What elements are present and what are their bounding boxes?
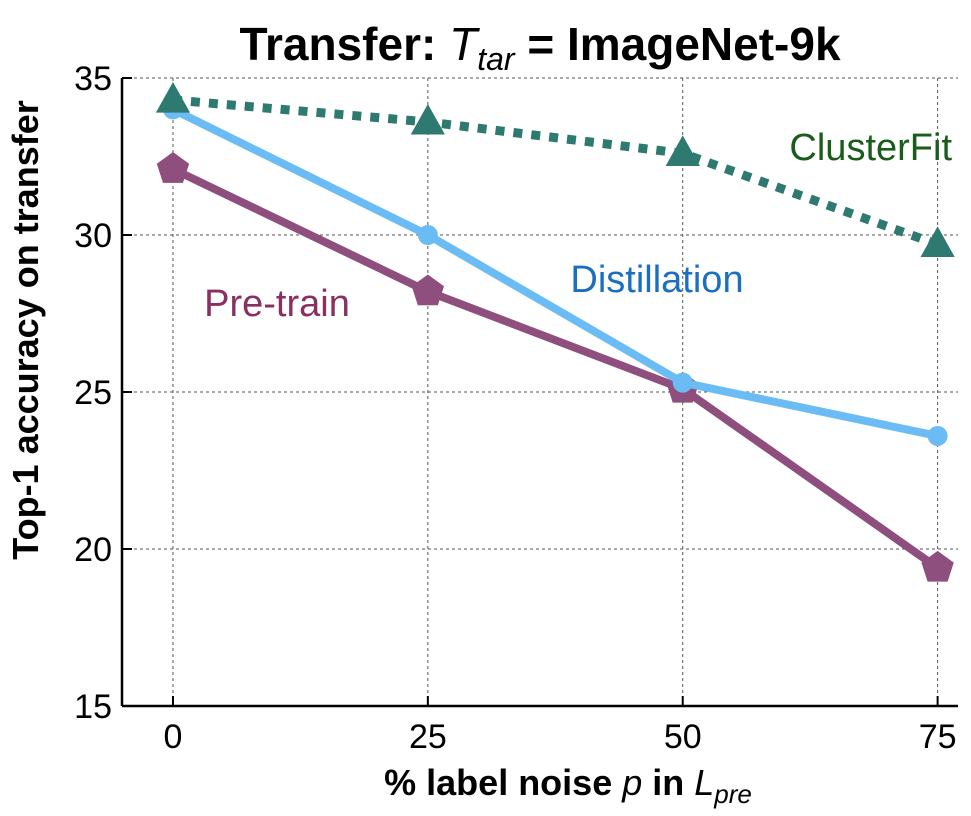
data-point-distillation bbox=[672, 372, 693, 393]
data-point-distillation bbox=[927, 425, 948, 446]
series-pre-train bbox=[156, 152, 954, 582]
y-axis-label: Top-1 accuracy on transfer bbox=[5, 100, 46, 559]
data-point-distillation bbox=[417, 225, 438, 245]
y-tick-label: 20 bbox=[74, 531, 112, 569]
chart-title: Transfer: Ttar = ImageNet-9k bbox=[239, 18, 840, 77]
series-labels: Pre-train Distillation ClusterFit bbox=[204, 127, 952, 325]
chart-title-prefix: Transfer: bbox=[239, 18, 449, 70]
x-axis-label-var: p bbox=[621, 762, 642, 803]
y-tick-label: 25 bbox=[74, 374, 112, 412]
data-point-clusterfit bbox=[665, 135, 700, 166]
data-point-clusterfit bbox=[155, 81, 191, 113]
chart-title-var: T bbox=[449, 18, 480, 70]
data-point-pre-train bbox=[921, 550, 954, 582]
series-clusterfit bbox=[155, 81, 955, 258]
series-label-pre-train: Pre-train bbox=[204, 283, 350, 325]
data-point-clusterfit bbox=[920, 226, 955, 258]
series-line-pre-train bbox=[171, 165, 940, 572]
x-tick-label: 25 bbox=[409, 718, 447, 756]
grid bbox=[122, 77, 958, 706]
x-axis-label-text: % label noise bbox=[384, 762, 622, 803]
data-point-pre-train bbox=[411, 274, 445, 306]
series-line-distillation bbox=[171, 105, 939, 440]
series-label-clusterfit: ClusterFit bbox=[789, 127, 952, 169]
x-axis-label-sub: pre bbox=[713, 779, 752, 809]
x-axis-label-mid: in bbox=[642, 762, 694, 803]
series-label-distillation: Distillation bbox=[570, 259, 743, 301]
chart-title-sub: tar bbox=[477, 41, 516, 77]
x-tick-label: 75 bbox=[919, 718, 957, 756]
chart-title-suffix: = ImageNet-9k bbox=[515, 18, 841, 70]
y-tick-label: 30 bbox=[74, 217, 112, 255]
x-axis-label-var2: L bbox=[694, 762, 714, 803]
series-line-clusterfit bbox=[172, 95, 940, 249]
y-tick-label: 35 bbox=[74, 60, 112, 98]
ticks: 15 20 25 30 35 0 25 50 75 bbox=[74, 60, 956, 756]
x-tick-label: 50 bbox=[664, 718, 702, 756]
data-point-pre-train bbox=[156, 152, 190, 183]
y-tick-label: 15 bbox=[74, 688, 112, 726]
x-axis-label: % label noise p in Lpre bbox=[384, 762, 752, 809]
data-point-clusterfit bbox=[410, 103, 445, 135]
series-group bbox=[155, 81, 955, 582]
x-tick-label: 0 bbox=[164, 718, 183, 756]
